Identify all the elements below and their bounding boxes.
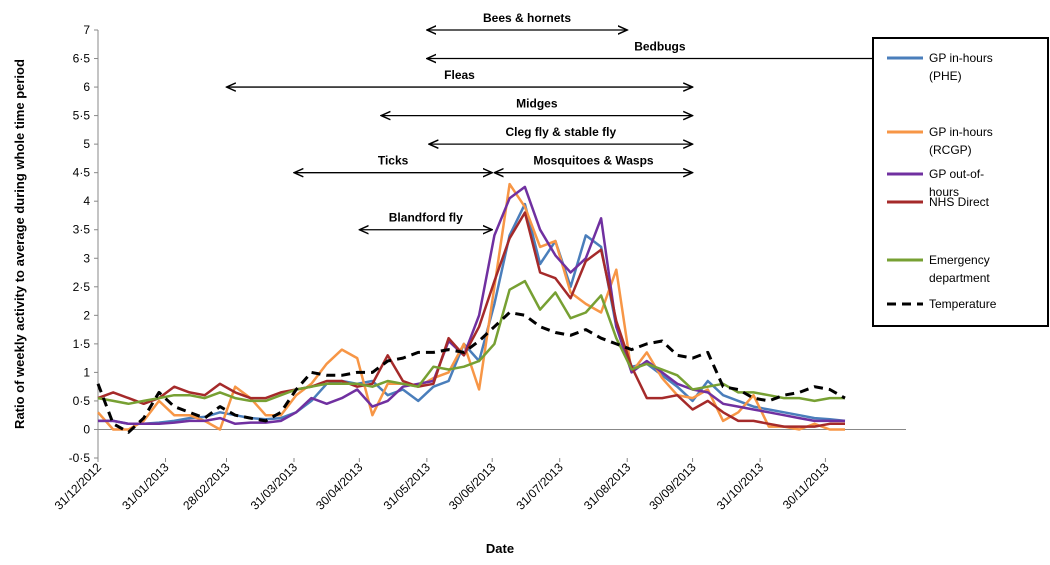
y-tick-label: 4 (83, 194, 90, 208)
x-tick-label: 30/09/2013 (646, 460, 699, 513)
x-tick-label: 30/11/2013 (780, 460, 832, 512)
y-tick-label: 5·5 (73, 109, 91, 123)
legend-label-line: (PHE) (929, 69, 962, 83)
series-line-2 (97, 182, 845, 431)
annotation-label: Bees & hornets (483, 11, 571, 25)
x-axis-title: Date (486, 541, 514, 556)
series-line-1 (98, 202, 846, 426)
annotation-label: Fleas (444, 68, 475, 82)
legend-box (872, 37, 1049, 327)
x-tick-label: 31/07/2013 (513, 460, 566, 513)
annotation-label: Cleg fly & stable fly (505, 125, 616, 139)
series-line-6 (96, 311, 846, 434)
y-tick-label: 0 (83, 422, 90, 436)
series-line-4 (97, 211, 845, 428)
legend-label: GP in-hours (PHE) (929, 51, 993, 83)
x-tick-label: 31/01/2013 (119, 460, 172, 513)
legend-label-line: GP in-hours (929, 51, 993, 65)
legend: GP in-hours (PHE) GP in-hours (RCGP) GP out-… (872, 37, 1049, 327)
y-axis-title: Ratio of weekly activity to average duri… (12, 59, 27, 429)
legend-label-line: department (929, 271, 990, 285)
legend-label-line: (RCGP) (929, 143, 972, 157)
annotation-label: Mosquitoes & Wasps (533, 154, 654, 168)
series-line-3 (98, 185, 845, 426)
legend-label-line: GP out-of- (929, 167, 984, 181)
legend-label: Temperature (929, 297, 997, 311)
x-tick-label: 28/02/2013 (180, 460, 233, 513)
legend-label: Emergency department (929, 253, 990, 285)
y-tick-label: 3 (83, 251, 90, 265)
y-tick-label: 3·5 (73, 223, 91, 237)
y-tick-label: 1 (83, 365, 90, 379)
y-tick-label: -0·5 (69, 451, 91, 465)
legend-label-line: NHS Direct (929, 195, 990, 209)
x-tick-label: 31/08/2013 (581, 460, 634, 513)
annotation-label: Ticks (378, 154, 409, 168)
annotation-label: Bedbugs (634, 40, 686, 54)
y-tick-label: 6·5 (73, 52, 91, 66)
y-tick-label: 5 (83, 137, 90, 151)
legend-label: GP in-hours (RCGP) (929, 125, 993, 157)
x-tick-label: 31/10/2013 (714, 460, 767, 513)
y-tick-label: 2·5 (73, 280, 91, 294)
legend-label-line: GP in-hours (929, 125, 993, 139)
y-tick-label: 6 (83, 80, 90, 94)
annotation-label: Midges (516, 97, 558, 111)
legend-label-line: hours (929, 185, 959, 199)
legend-label-line: Emergency (929, 253, 990, 267)
x-tick-label: 31/03/2013 (248, 460, 301, 513)
y-tick-label: 2 (83, 308, 90, 322)
legend-label-line: Temperature (929, 297, 997, 311)
legend-label: NHS Direct (929, 195, 990, 209)
plot-area: -0·5 0 0·5 1 1·5 2 2·5 3 3·5 4 4·5 5 5·5 6 6·5 7 31/12/2… (52, 23, 906, 513)
y-tick-label: 0·5 (73, 394, 91, 408)
annotation-label: Blandford fly (389, 211, 463, 225)
y-tick-label: 1·5 (73, 337, 91, 351)
y-tick-label: 4·5 (73, 166, 91, 180)
y-tick-label: 7 (83, 23, 90, 37)
x-tick-label: 31/05/2013 (381, 460, 434, 513)
annotation-layer: Bees & hornets Bedbugs Fleas Midges Cleg fly… (226, 11, 892, 230)
x-tick-label: 30/06/2013 (446, 460, 499, 513)
x-tick-label: 31/12/2012 (52, 460, 105, 513)
x-tick-label: 30/04/2013 (313, 460, 366, 513)
legend-label: GP out-of-hours (929, 167, 984, 199)
